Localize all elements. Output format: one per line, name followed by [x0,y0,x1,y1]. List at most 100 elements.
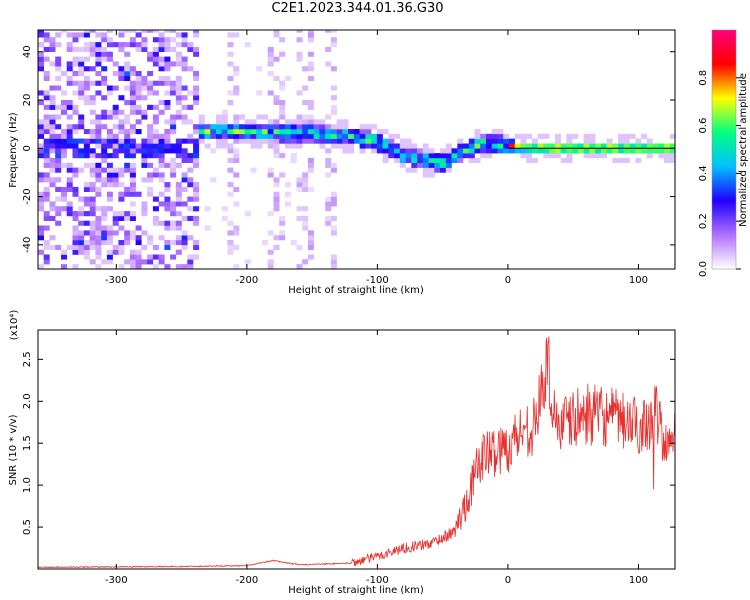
heatmap-cell [141,148,148,154]
heatmap-cell [43,37,50,43]
heatmap-cell [486,133,492,139]
heatmap-cell [129,138,136,144]
heatmap-cell [187,259,194,265]
heatmap-cell [124,61,131,67]
colorbar: 0.0 0.2 0.4 0.6 0.8 Normalized spectral ampl… [698,29,749,277]
heatmap-cell [164,206,171,212]
heatmap-cell [72,80,79,86]
heatmap-cell [83,240,90,246]
heatmap-cell [204,133,211,139]
heatmap-cell [112,148,119,154]
heatmap-cell [554,138,561,144]
heatmap-cell [118,32,125,38]
heatmap-cell [164,225,171,231]
heatmap-cell [83,56,90,62]
colorbar-label: Normalized spectral amplitude [738,73,749,227]
heatmap-cell [170,162,177,168]
heatmap-cell [405,138,412,144]
heatmap-cell [129,254,136,260]
heatmap-cell [267,71,274,77]
heatmap-cell [118,124,125,130]
heatmap-cell [307,133,314,139]
heatmap-cell [566,148,573,154]
heatmap-cell [49,235,56,241]
heatmap-cell [193,51,200,57]
heatmap-cell [302,129,309,135]
heatmap-cell [55,220,62,226]
heatmap-cell [83,85,90,91]
heatmap-cell [55,104,62,110]
heatmap-cell [129,100,136,106]
heatmap-cell [175,138,182,144]
heatmap-cell [66,124,73,130]
heatmap-cell [307,186,314,192]
heatmap-cell [307,30,314,33]
heatmap-cell [124,167,131,173]
heatmap-cell [233,230,240,236]
heatmap-cell [141,157,148,163]
heatmap-cell [38,264,44,269]
heatmap-cell [49,143,56,149]
heatmap-cell [262,129,268,135]
heatmap-cell [158,254,165,260]
heatmap-cell [422,172,429,178]
heatmap-cell [296,56,303,62]
heatmap-cell [307,138,314,144]
heatmap-cell [147,254,154,260]
heatmap-cell [78,80,85,86]
heatmap-cell [434,153,441,159]
heatmap-cell [325,61,332,67]
heatmap-cell [319,143,326,149]
heatmap-cell [491,133,498,139]
heatmap-cell [279,235,286,241]
heatmap-cell [135,32,142,38]
heatmap-cell [164,133,171,139]
heatmap-cell [135,225,142,231]
heatmap-cell [198,124,205,130]
heatmap-cell [646,148,653,154]
heatmap-cell [198,114,205,120]
heatmap-cell [118,244,125,250]
heatmap-cell [307,75,314,81]
heatmap-cell [38,235,44,241]
heatmap-cell [89,109,96,115]
heatmap-cell [566,133,573,139]
heatmap-cell [158,177,165,183]
heatmap-cell [170,61,177,67]
heatmap-cell [118,211,125,217]
heatmap-cell [112,244,119,250]
heatmap-cell [164,196,171,202]
heatmap-cell [101,157,108,163]
heatmap-cell [49,206,56,212]
heatmap-cell [170,167,177,173]
heatmap-cell [330,264,337,269]
heatmap-cell [227,124,234,130]
heatmap-cell [72,129,79,135]
heatmap-cell [279,230,286,236]
heatmap-cell [250,143,257,149]
heatmap-cell [457,157,464,163]
heatmap-cell [428,157,435,163]
heatmap-cell [129,264,136,269]
heatmap-cell [600,148,607,154]
heatmap-cell [83,100,90,106]
heatmap-cell [164,56,171,62]
heatmap-cell [474,143,481,149]
heatmap-cell [78,114,85,120]
heatmap-cell [221,124,228,130]
heatmap-cell [147,191,154,197]
heatmap-cell [141,138,148,144]
heatmap-cell [273,138,280,144]
heatmap-cell [216,143,222,149]
heatmap-cell [43,225,50,231]
heatmap-cell [623,143,630,149]
heatmap-cell [170,129,177,135]
heatmap-cell [66,177,73,183]
heatmap-cell [181,37,188,43]
heatmap-cell [152,46,159,52]
heatmap-cell [72,138,79,144]
heatmap-cell [55,153,62,159]
heatmap-cell [595,153,602,159]
heatmap-cell [38,30,44,33]
heatmap-cell [233,85,240,91]
